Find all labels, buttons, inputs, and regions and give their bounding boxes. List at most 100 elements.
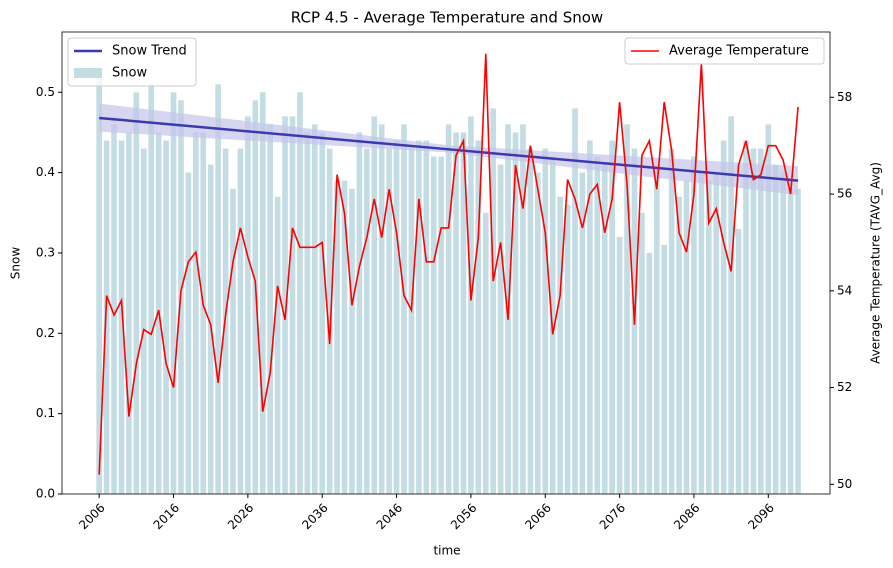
y2-tick-label: 54 xyxy=(837,283,852,297)
bar xyxy=(378,124,385,495)
bar xyxy=(512,132,519,494)
x-tick-label: 2066 xyxy=(522,501,553,532)
bar xyxy=(133,92,140,495)
bar xyxy=(750,148,757,495)
y-tick-label: 0.5 xyxy=(36,85,55,99)
bar xyxy=(259,92,266,495)
x-tick-label: 2096 xyxy=(745,501,776,532)
bar xyxy=(393,140,400,495)
trend-line xyxy=(99,116,799,182)
bar xyxy=(245,116,251,494)
bar xyxy=(371,116,378,494)
bar xyxy=(572,108,578,494)
bar xyxy=(698,172,705,494)
y-tick-label: 0.0 xyxy=(36,487,55,501)
bar xyxy=(705,180,712,494)
bar xyxy=(341,180,348,494)
bar xyxy=(408,148,415,495)
bar xyxy=(587,140,593,495)
bar xyxy=(668,148,675,495)
bar xyxy=(334,180,340,494)
bar xyxy=(185,172,192,494)
x-tick-label: 2076 xyxy=(597,501,628,532)
x-tick-label: 2036 xyxy=(299,501,330,532)
y2-axis-label: Average Temperature (TAVG_Avg) xyxy=(869,162,883,364)
bar xyxy=(252,100,259,494)
bar xyxy=(795,188,801,494)
bar xyxy=(423,140,430,495)
bar xyxy=(148,84,155,495)
y2-tick-label: 50 xyxy=(837,477,852,491)
y-tick-label: 0.4 xyxy=(36,165,55,179)
bar xyxy=(616,236,623,494)
bar xyxy=(118,140,125,495)
bar xyxy=(453,132,459,494)
bar xyxy=(319,132,326,494)
bar xyxy=(289,116,296,494)
bar xyxy=(527,148,534,495)
bar xyxy=(594,156,601,494)
bar xyxy=(215,84,221,495)
bar xyxy=(743,140,749,495)
y2-tick-label: 52 xyxy=(837,380,852,394)
bar xyxy=(520,124,526,495)
bar xyxy=(438,156,444,494)
bar xyxy=(609,140,615,495)
bar xyxy=(482,212,489,495)
bar xyxy=(103,140,110,495)
bar xyxy=(720,140,727,495)
bar xyxy=(639,212,645,495)
bar xyxy=(363,148,370,495)
legend-box xyxy=(624,37,825,65)
x-tick-label: 2016 xyxy=(151,501,182,532)
plot-frame xyxy=(61,31,831,495)
bar xyxy=(416,140,422,495)
bar xyxy=(728,116,734,494)
bar xyxy=(653,164,660,494)
y-axis-label: Snow xyxy=(9,247,23,280)
bar xyxy=(96,68,102,494)
chart-title: RCP 4.5 - Average Temperature and Snow xyxy=(291,9,603,27)
bar xyxy=(326,148,333,495)
x-tick-label: 2006 xyxy=(76,501,107,532)
bar xyxy=(691,156,697,494)
legend-label: Snow Trend xyxy=(112,44,187,59)
legend-patch xyxy=(74,68,102,78)
bar xyxy=(163,140,169,495)
bar xyxy=(237,148,244,495)
x-tick-label: 2086 xyxy=(671,501,702,532)
legend-label: Average Temperature xyxy=(669,44,809,59)
bar xyxy=(111,124,117,495)
bar xyxy=(297,92,303,495)
y-tick-label: 0.2 xyxy=(36,326,55,340)
x-axis-label: time xyxy=(433,544,460,558)
bar xyxy=(624,124,630,495)
bar xyxy=(735,228,742,494)
bar xyxy=(274,196,281,494)
bar xyxy=(304,132,311,494)
y2-tick-label: 58 xyxy=(837,90,852,104)
bar xyxy=(460,132,467,494)
bar xyxy=(557,196,563,494)
x-tick-label: 2026 xyxy=(225,501,256,532)
bar xyxy=(468,116,474,494)
bar xyxy=(192,132,199,494)
bar xyxy=(170,92,177,495)
bar xyxy=(140,148,147,495)
bar xyxy=(601,164,608,494)
bar xyxy=(311,124,318,495)
bar xyxy=(126,132,132,494)
y-tick-label: 0.1 xyxy=(36,406,55,420)
bar xyxy=(475,140,482,495)
y2-tick-label: 56 xyxy=(837,187,852,201)
x-tick-label: 2046 xyxy=(374,501,405,532)
legend-label: Snow xyxy=(112,66,147,81)
bar xyxy=(564,204,571,494)
bar xyxy=(787,188,794,494)
bar xyxy=(445,124,452,495)
bar xyxy=(200,132,207,494)
bar xyxy=(282,116,288,494)
bar xyxy=(230,188,236,494)
bar xyxy=(758,148,764,495)
